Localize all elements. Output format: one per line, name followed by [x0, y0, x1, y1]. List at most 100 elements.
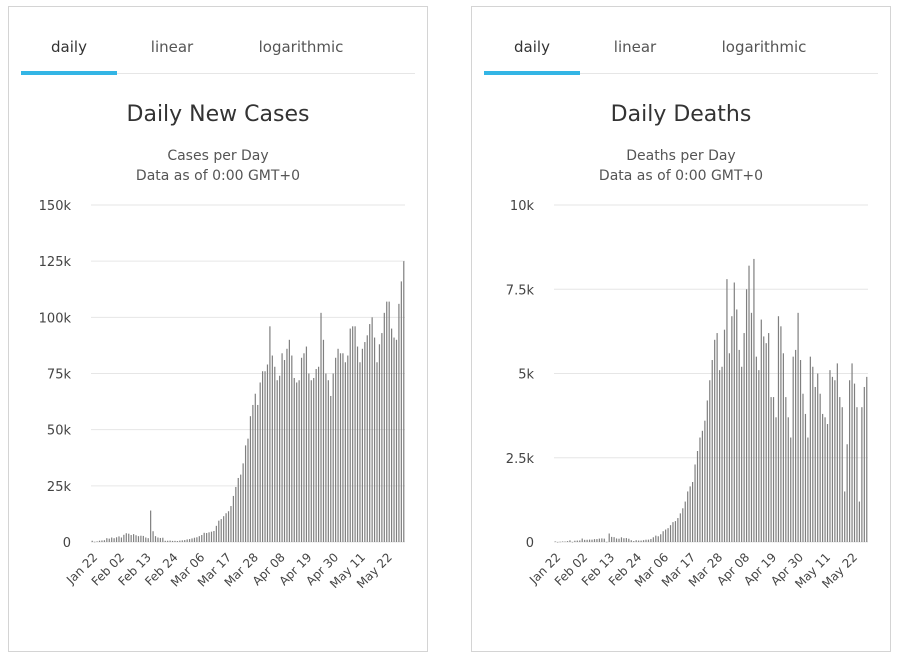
- bar: [108, 538, 110, 542]
- bar: [861, 407, 863, 542]
- chart-tabs: daily linear logarithmic: [484, 7, 878, 75]
- bar: [332, 373, 334, 542]
- bar: [748, 265, 750, 542]
- chart-tabs: daily linear logarithmic: [21, 7, 415, 75]
- bar: [780, 326, 782, 542]
- bar: [269, 326, 271, 542]
- bar: [741, 366, 743, 542]
- bar: [711, 360, 713, 542]
- chart-subtitle-line: Deaths per Day: [626, 148, 736, 164]
- bar: [133, 534, 135, 542]
- bar: [352, 326, 354, 542]
- bar: [115, 537, 118, 542]
- bar: [339, 353, 342, 542]
- bar: [210, 531, 213, 542]
- chart-subtitle: Deaths per Day Data as of 0:00 GMT+0: [472, 146, 890, 186]
- bar: [745, 289, 748, 542]
- bar: [198, 536, 200, 542]
- bar: [642, 540, 645, 542]
- active-tab-indicator: [484, 71, 580, 75]
- bar: [613, 537, 615, 542]
- bar: [799, 360, 802, 542]
- bar: [298, 380, 300, 542]
- bar: [201, 535, 203, 542]
- bar: [215, 525, 217, 542]
- chart-subtitle-line: Cases per Day: [167, 148, 269, 164]
- bar: [227, 511, 230, 542]
- bar: [262, 371, 264, 542]
- bar: [142, 535, 144, 542]
- tab-logarithmic[interactable]: logarithmic: [258, 38, 344, 56]
- active-tab-indicator: [21, 71, 117, 75]
- bar: [633, 541, 635, 542]
- bar: [608, 533, 610, 542]
- chart-panel-cases: daily linear logarithmic Daily New Cases…: [8, 6, 428, 652]
- bar: [677, 518, 679, 542]
- bar: [716, 333, 718, 542]
- bar: [601, 538, 603, 542]
- bar: [743, 333, 745, 542]
- bar: [398, 303, 400, 542]
- bar: [785, 397, 787, 542]
- bar: [721, 366, 723, 542]
- y-tick-label: 5k: [518, 368, 534, 383]
- bar: [174, 540, 176, 542]
- bar: [694, 464, 696, 542]
- bar: [193, 537, 196, 542]
- bar: [802, 393, 804, 542]
- bar: [96, 541, 98, 542]
- tab-daily[interactable]: daily: [51, 38, 87, 56]
- tab-linear[interactable]: linear: [613, 38, 657, 56]
- bar: [728, 353, 730, 542]
- bar: [279, 375, 281, 542]
- bar: [836, 363, 838, 542]
- bar: [240, 474, 242, 542]
- bar: [94, 541, 96, 543]
- y-tick-label: 7.5k: [506, 283, 535, 298]
- tab-linear[interactable]: linear: [150, 38, 194, 56]
- tab-logarithmic[interactable]: logarithmic: [721, 38, 807, 56]
- bar: [814, 386, 816, 542]
- bar: [620, 537, 623, 542]
- bar: [554, 541, 556, 542]
- bar: [679, 513, 681, 542]
- bar: [383, 312, 385, 542]
- bar: [283, 360, 286, 542]
- bar: [701, 430, 704, 542]
- bar: [162, 537, 164, 542]
- bar: [359, 362, 361, 542]
- bar: [403, 261, 405, 542]
- bar: [330, 395, 332, 542]
- bar: [856, 407, 858, 542]
- bar: [822, 413, 824, 542]
- bar: [603, 538, 605, 542]
- bar: [699, 437, 701, 542]
- bar: [154, 536, 157, 542]
- bar: [625, 538, 627, 542]
- bar: [349, 328, 351, 542]
- bar: [364, 342, 366, 542]
- bar: [706, 400, 708, 542]
- bar: [782, 353, 784, 542]
- bar: [259, 382, 261, 542]
- tab-daily[interactable]: daily: [514, 38, 550, 56]
- bar: [366, 335, 368, 542]
- bar: [638, 540, 640, 542]
- bar: [191, 538, 193, 542]
- bar: [819, 393, 821, 542]
- bar: [169, 540, 171, 542]
- bar: [313, 377, 315, 542]
- bar: [858, 501, 861, 542]
- bar: [576, 540, 578, 542]
- bar: [652, 537, 654, 542]
- bar: [230, 506, 232, 542]
- bar: [386, 301, 388, 542]
- bar: [308, 373, 310, 542]
- bar: [618, 538, 620, 542]
- bar: [325, 373, 327, 542]
- bar: [147, 538, 149, 542]
- bar: [393, 337, 395, 542]
- bar: [315, 369, 317, 542]
- bar: [296, 382, 298, 542]
- bar: [335, 357, 337, 542]
